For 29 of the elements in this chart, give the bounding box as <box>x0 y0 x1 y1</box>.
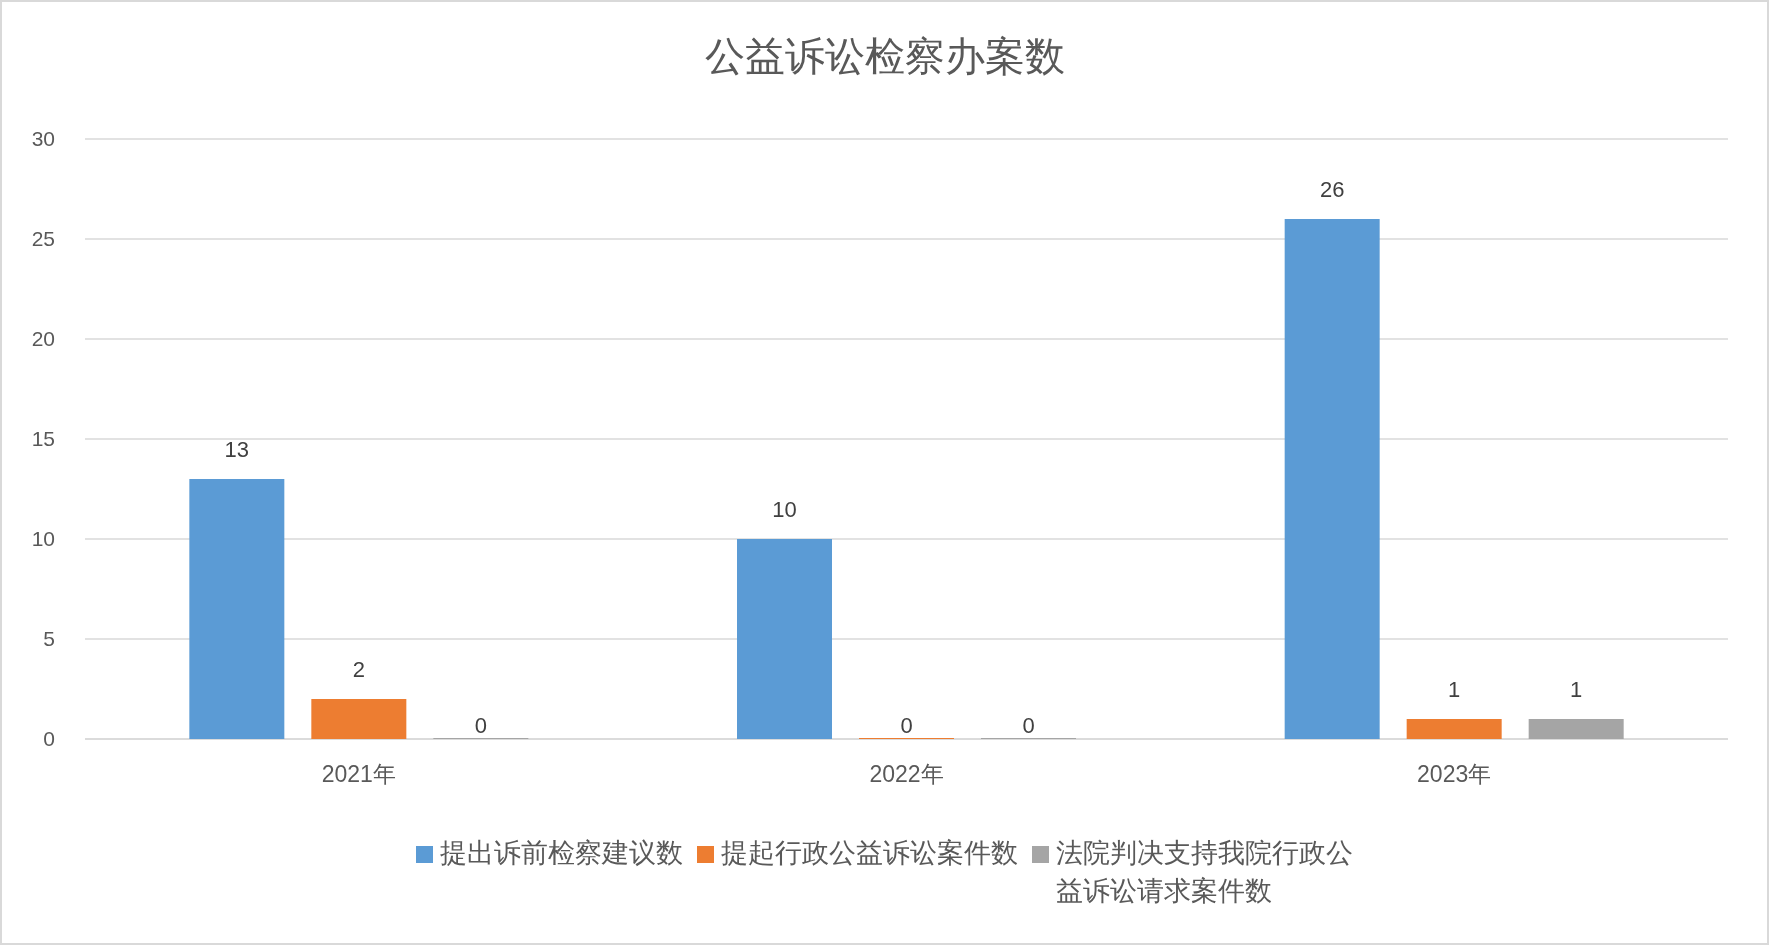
bar <box>737 539 832 739</box>
chart-title: 公益诉讼检察办案数 <box>704 34 1065 78</box>
bar <box>189 479 285 739</box>
data-label: 0 <box>474 713 487 738</box>
data-label: 10 <box>772 497 797 522</box>
data-label: 2 <box>352 657 365 682</box>
y-tick-label: 30 <box>31 127 55 150</box>
bar <box>1284 219 1380 739</box>
data-label: 0 <box>900 713 913 738</box>
data-label: 26 <box>1319 177 1345 202</box>
y-tick-label: 20 <box>31 327 55 350</box>
y-tick-label: 5 <box>43 627 55 650</box>
bar <box>311 699 407 739</box>
y-tick-label: 25 <box>31 227 55 250</box>
data-label: 1 <box>1448 677 1461 702</box>
legend-label: 法院判决支持我院行政公益诉讼请求案件数 <box>1056 838 1353 906</box>
x-tick-label: 2023年 <box>1417 761 1492 787</box>
bar <box>1528 719 1624 739</box>
legend-label: 提出诉前检察建议数 <box>440 838 683 868</box>
data-label: 1 <box>1570 677 1583 702</box>
x-tick-label: 2021年 <box>321 761 396 787</box>
data-label: 0 <box>1022 713 1035 738</box>
bar <box>1406 719 1502 739</box>
x-tick-label: 2022年 <box>869 761 944 787</box>
legend-label: 提起行政公益诉讼案件数 <box>721 838 1018 868</box>
y-tick-label: 10 <box>31 527 55 550</box>
y-tick-label: 0 <box>43 727 55 750</box>
y-tick-label: 15 <box>31 427 55 450</box>
data-label: 13 <box>224 437 250 462</box>
